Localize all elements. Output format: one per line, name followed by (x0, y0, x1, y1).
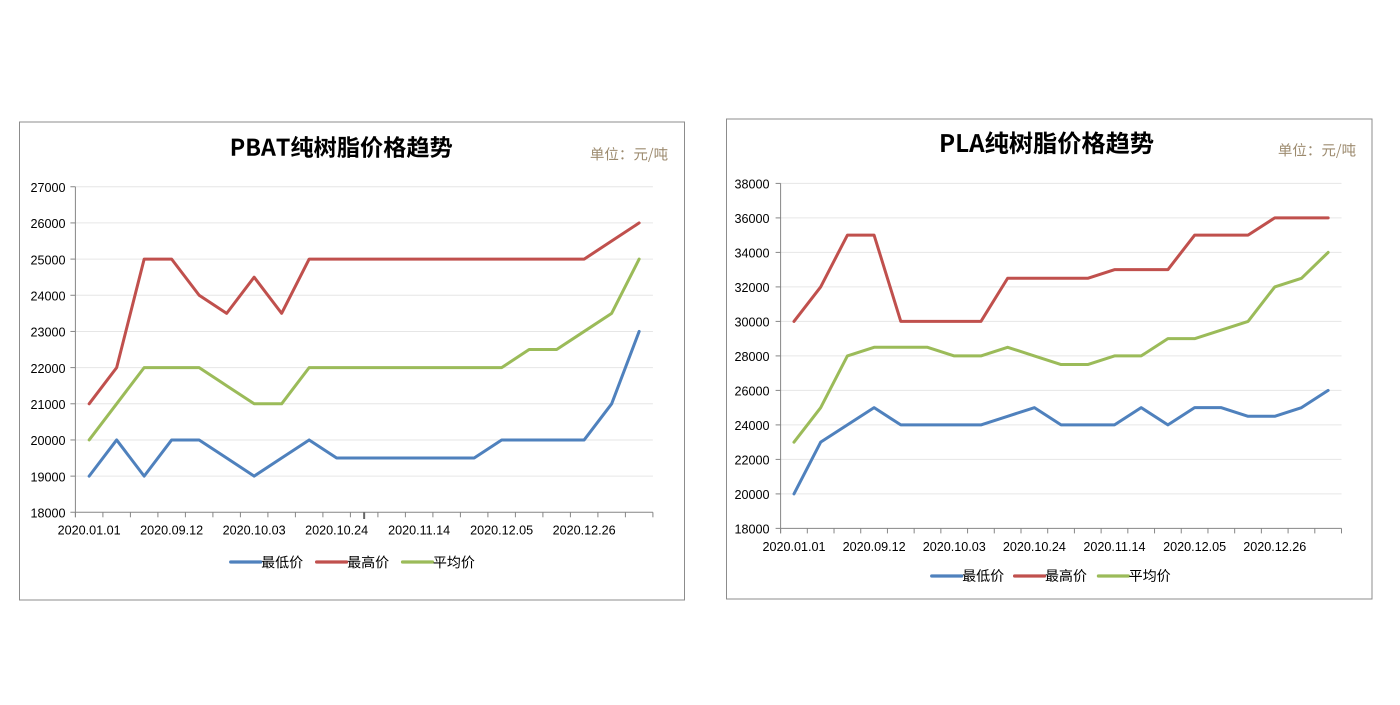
svg-text:2020.01.01: 2020.01.01 (58, 524, 121, 538)
svg-text:2020.11.14: 2020.11.14 (388, 524, 450, 538)
svg-text:2020.12.26: 2020.12.26 (1243, 540, 1306, 554)
svg-text:2020.12.26: 2020.12.26 (553, 524, 616, 538)
svg-text:2020.09.12: 2020.09.12 (140, 524, 203, 538)
svg-text:38000: 38000 (734, 178, 769, 192)
svg-text:2020.10.03: 2020.10.03 (223, 524, 286, 538)
svg-text:2020.12.05: 2020.12.05 (1163, 540, 1226, 554)
svg-text:26000: 26000 (30, 217, 65, 231)
svg-text:20000: 20000 (30, 434, 65, 448)
svg-text:20000: 20000 (734, 488, 769, 502)
svg-text:23000: 23000 (30, 326, 65, 340)
svg-text:2020.12.05: 2020.12.05 (470, 524, 533, 538)
svg-text:34000: 34000 (734, 247, 769, 261)
svg-text:24000: 24000 (30, 289, 65, 303)
svg-text:22000: 22000 (734, 454, 769, 468)
svg-text:19000: 19000 (30, 470, 65, 484)
svg-text:24000: 24000 (734, 419, 769, 433)
svg-text:18000: 18000 (30, 507, 65, 521)
svg-text:28000: 28000 (734, 350, 769, 364)
svg-text:36000: 36000 (734, 212, 769, 226)
svg-text:21000: 21000 (30, 398, 65, 412)
svg-text:25000: 25000 (30, 253, 65, 267)
svg-text:2020.10.24: 2020.10.24 (1003, 540, 1066, 554)
svg-text:22000: 22000 (30, 362, 65, 376)
svg-text:2020.10.24: 2020.10.24 (305, 524, 368, 538)
svg-text:2020.01.01: 2020.01.01 (762, 540, 825, 554)
svg-text:2020.09.12: 2020.09.12 (843, 540, 906, 554)
svg-text:2020.10.03: 2020.10.03 (923, 540, 986, 554)
svg-text:27000: 27000 (30, 181, 65, 195)
svg-text:26000: 26000 (734, 385, 769, 399)
svg-text:18000: 18000 (734, 523, 769, 537)
svg-text:2020.11.14: 2020.11.14 (1083, 540, 1145, 554)
svg-text:32000: 32000 (734, 281, 769, 295)
svg-text:30000: 30000 (734, 316, 769, 330)
